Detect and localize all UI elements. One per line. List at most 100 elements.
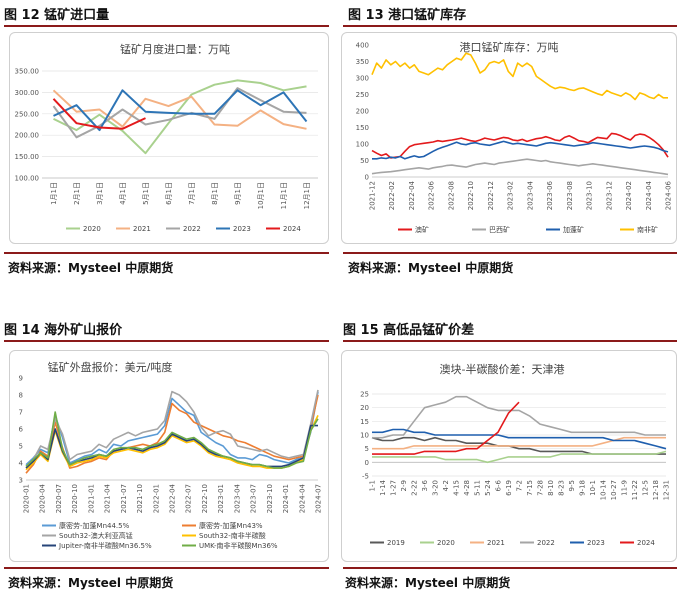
y-tick-label: 5 bbox=[19, 443, 23, 451]
chart-panel-overseas-quote: 锰矿外盘报价：美元/吨度 3 4 5 6 7 8 9 2020-01 2020-04 2020-07… bbox=[9, 350, 329, 562]
x-tick-label: 8月1日 bbox=[211, 182, 219, 205]
x-tick-label: 4-28 bbox=[463, 480, 471, 496]
x-tick-label: 3-6 bbox=[421, 479, 429, 491]
x-tick-label: 2024-07 bbox=[315, 484, 323, 513]
x-tick-label: 12-31 bbox=[663, 480, 671, 500]
title-rule bbox=[343, 340, 677, 342]
source-rule bbox=[343, 252, 677, 254]
x-tick-label: 1-14 bbox=[379, 479, 387, 495]
x-tick-label: 10-1 bbox=[589, 480, 597, 496]
x-tick-label: 2020-04 bbox=[39, 483, 47, 513]
x-tick-label: 5-24 bbox=[484, 479, 492, 495]
x-tick-label: 7-2 bbox=[516, 480, 524, 491]
figure-12-title: 图 12 锰矿进口量 bbox=[4, 8, 110, 23]
y-tick-label: 400 bbox=[356, 42, 369, 50]
y-tick-label: 150 bbox=[356, 124, 369, 132]
series-line-2024 bbox=[52, 98, 146, 130]
x-tick-label: 2-22 bbox=[411, 480, 419, 496]
x-tick-label: 9-18 bbox=[579, 480, 587, 496]
x-tick-label: 2022-04 bbox=[408, 180, 416, 210]
y-tick-label: 4 bbox=[19, 460, 24, 468]
chart-title: 澳块-半碳酸价差：天津港 bbox=[440, 362, 565, 376]
series-line-2020 bbox=[372, 450, 667, 464]
y-tick-label: 300 bbox=[356, 75, 369, 83]
figure-15-title: 图 15 高低品锰矿价差 bbox=[343, 323, 475, 338]
x-tick-label: 9-5 bbox=[568, 480, 576, 491]
x-tick-label: 2022-10 bbox=[467, 181, 475, 210]
x-tick-label: 2023-04 bbox=[526, 180, 534, 210]
x-tick-label: 2023-08 bbox=[566, 181, 574, 210]
x-tick-label: 1-1 bbox=[369, 480, 377, 491]
x-tick-label: 8-23 bbox=[558, 480, 566, 496]
x-tick-label: 2024-06 bbox=[665, 180, 673, 210]
legend-label: Jupiter-南非半碳酸Mn36.5% bbox=[58, 541, 152, 550]
y-tick-label: 0 bbox=[365, 174, 369, 182]
legend-label: 南非矿 bbox=[637, 225, 658, 234]
series-line-2024 bbox=[372, 401, 520, 455]
x-tick-label: 2022-07 bbox=[185, 484, 193, 513]
y-tick-label: 100 bbox=[356, 141, 369, 149]
series-line-南非矿 bbox=[371, 52, 668, 101]
chart-panel-spread: 澳块-半碳酸价差：天津港 -5 0 5 10 15 20 25 1-1 1-14 1-27 2-9 2-… bbox=[341, 350, 677, 562]
x-tick-label: 12-18 bbox=[652, 480, 660, 500]
y-tick-label: -5 bbox=[362, 473, 369, 481]
chart-title: 锰矿月度进口量：万吨 bbox=[120, 42, 230, 56]
y-tick-label: 6 bbox=[19, 426, 24, 434]
x-tick-label: 3月1日 bbox=[96, 182, 104, 205]
legend-label: South32-南非半碳酸 bbox=[199, 531, 266, 540]
y-tick-label: 0 bbox=[365, 459, 369, 467]
x-tick-label: 2021-04 bbox=[104, 483, 112, 513]
x-tick-label: 3-20 bbox=[432, 480, 440, 496]
y-tick-label: 350 bbox=[356, 58, 369, 66]
y-tick-label: 9 bbox=[19, 375, 23, 383]
source-note: 资料来源：Mysteel 中原期货 bbox=[8, 261, 174, 275]
y-tick-label: 300.00 bbox=[15, 89, 40, 97]
y-tick-label: 3 bbox=[19, 477, 23, 485]
source-rule bbox=[4, 252, 329, 254]
legend-label: UMK-南非半碳酸Mn36% bbox=[199, 541, 278, 550]
chart-title: 锰矿外盘报价：美元/吨度 bbox=[48, 360, 173, 374]
legend-label: 2022 bbox=[183, 225, 201, 233]
y-tick-label: 25 bbox=[360, 391, 369, 399]
x-tick-label: 4月1日 bbox=[119, 182, 127, 205]
source-rule bbox=[343, 567, 677, 569]
x-tick-label: 2022-04 bbox=[169, 483, 177, 513]
source-note: 资料来源：Mysteel 中原期货 bbox=[8, 576, 174, 590]
legend-label: 2020 bbox=[83, 225, 101, 233]
x-tick-label: 7-28 bbox=[537, 480, 545, 496]
x-tick-label: 2020-10 bbox=[71, 484, 79, 513]
x-tick-label: 2021-01 bbox=[87, 484, 95, 513]
y-tick-label: 5 bbox=[365, 445, 369, 453]
series-line-South32-南非半碳酸 bbox=[25, 415, 319, 471]
y-tick-label: 8 bbox=[19, 392, 23, 400]
x-tick-label: 11-9 bbox=[621, 480, 629, 496]
legend-label: 2019 bbox=[387, 539, 405, 547]
x-tick-label: 1月1日 bbox=[50, 182, 58, 205]
x-tick-label: 2-9 bbox=[400, 480, 408, 491]
series-line-康密劳-加蓬Mn44.5% bbox=[25, 391, 319, 466]
y-tick-label: 200.00 bbox=[15, 132, 40, 140]
legend-label: 2022 bbox=[537, 539, 555, 547]
overseas-quote-chart: 锰矿外盘报价：美元/吨度 3 4 5 6 7 8 9 2020-01 2020-04 2020-07… bbox=[19, 360, 323, 550]
x-tick-label: 2024-01 bbox=[282, 484, 290, 513]
x-tick-label: 10-14 bbox=[600, 479, 608, 500]
x-tick-label: 4-2 bbox=[442, 480, 450, 491]
x-tick-label: 2021-12 bbox=[369, 181, 377, 210]
price-spread-chart: 澳块-半碳酸价差：天津港 -5 0 5 10 15 20 25 1-1 1-14 1-27 2-9 2-… bbox=[360, 362, 671, 547]
x-tick-label: 12-5 bbox=[642, 480, 650, 496]
x-tick-label: 2024-04 bbox=[645, 180, 653, 210]
y-tick-label: 250 bbox=[356, 91, 369, 99]
x-tick-label: 2023-02 bbox=[507, 181, 515, 210]
legend-label: South32-澳大利亚高锰 bbox=[59, 531, 133, 540]
series-line-2022 bbox=[372, 395, 666, 439]
series-line-2021 bbox=[52, 89, 307, 130]
port-inventory-chart: 港口锰矿库存：万吨 0 50 100 150 200 250 300 350 400 2021-12… bbox=[356, 40, 673, 234]
legend-label: 2021 bbox=[487, 539, 505, 547]
y-tick-label: 15 bbox=[360, 418, 369, 426]
x-tick-label: 10-27 bbox=[610, 480, 618, 500]
x-tick-label: 8-10 bbox=[547, 480, 555, 496]
title-rule bbox=[4, 340, 329, 342]
x-tick-label: 2024-04 bbox=[298, 483, 306, 513]
chart-panel-import: 锰矿月度进口量：万吨 100.00 150.00 200.00 250.00 300.00… bbox=[9, 32, 329, 244]
